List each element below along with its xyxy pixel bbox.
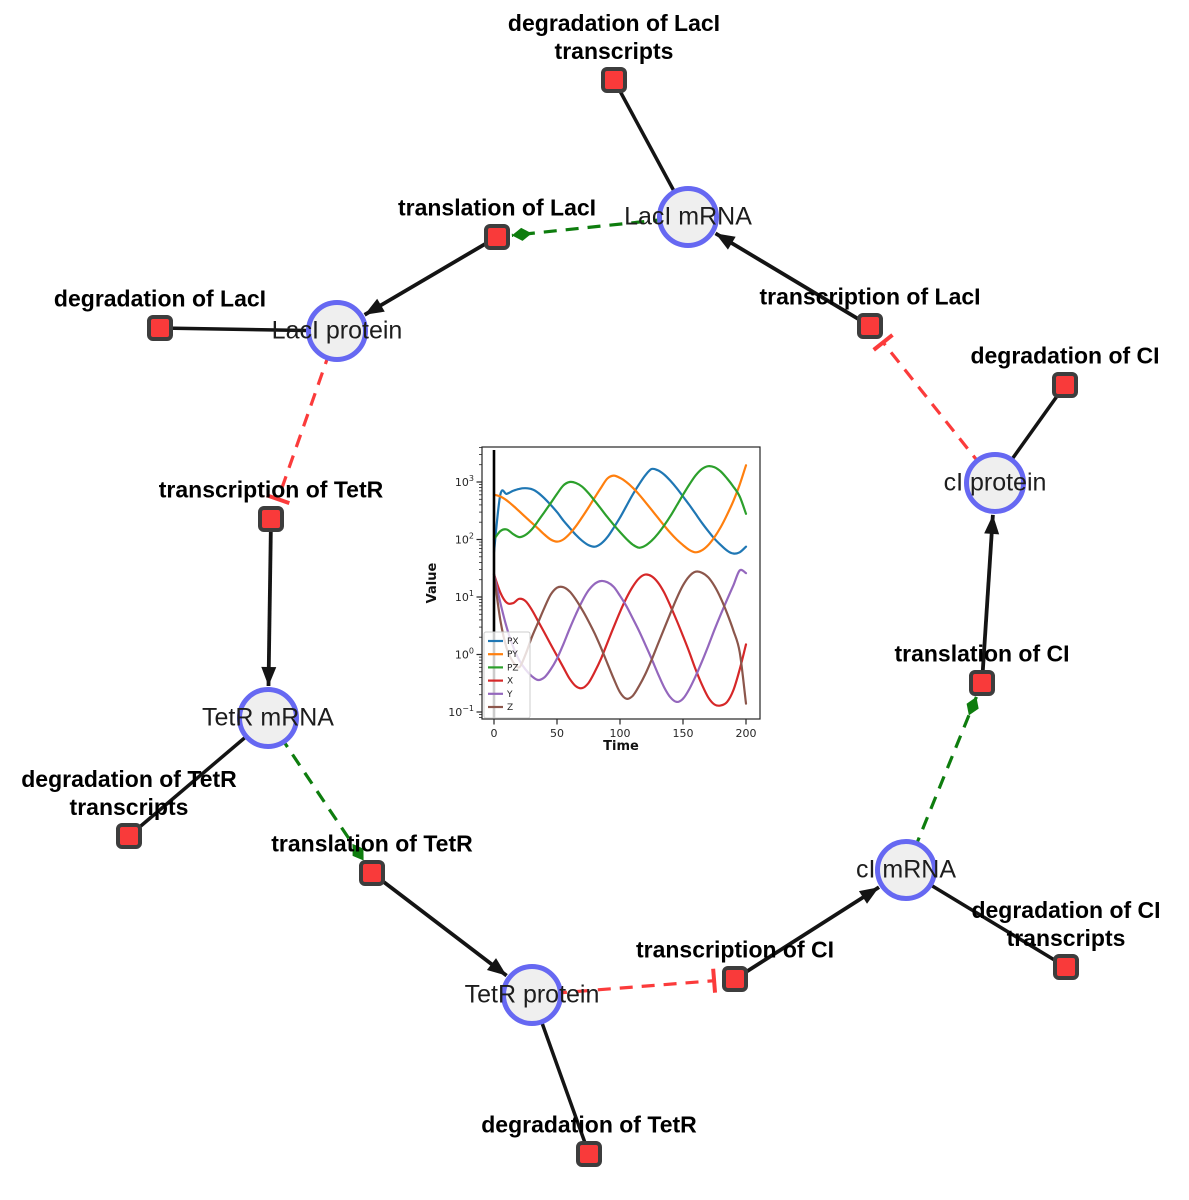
series-PY-line [492, 464, 748, 554]
reaction-label-degradation-tetr: degradation of TetR [481, 1111, 697, 1139]
reaction-label-line: transcription of TetR [158, 476, 384, 503]
reaction-node-translation-tetr [359, 860, 385, 886]
reaction-node-degradation-ci [1052, 372, 1078, 398]
reaction-node-degradation-tetr-transcripts [116, 823, 142, 849]
reaction-label-line: translation of TetR [271, 830, 473, 857]
reaction-node-degradation-laci-transcripts [601, 67, 627, 93]
reaction-label-translation-tetr: translation of TetR [271, 830, 472, 858]
reaction-label-line: degradation of CI [971, 896, 1161, 923]
legend-label-PX: PX [507, 637, 519, 647]
species-label-ci-mrna: cI mRNA [856, 855, 956, 884]
reaction-label-degradation-ci: degradation of CI [970, 342, 1159, 370]
axes-box [481, 446, 761, 720]
species-node-ci-protein [964, 452, 1026, 514]
species-node-laci-mrna [657, 186, 719, 248]
reaction-label-transcription-laci: transcription of LacI [759, 283, 980, 311]
reaction-label-transcription-tetr: transcription of TetR [159, 476, 383, 504]
reaction-label-line: degradation of TetR [481, 1111, 697, 1138]
edge-transcription-tetr-to-tetr-mrna [261, 518, 277, 687]
reaction-label-line: degradation of LacI [53, 285, 267, 312]
svg-text:100: 100 [610, 727, 631, 740]
series-PZ-line [492, 465, 748, 549]
reaction-node-transcription-tetr [258, 506, 284, 532]
y-axis-label: Value [425, 562, 440, 603]
edge-translation-tetr-to-tetr-protein [370, 871, 508, 978]
reaction-label-line: transcripts [554, 37, 674, 64]
reaction-label-line: transcripts [69, 793, 189, 820]
edge-transcription-ci-to-ci-mrna [733, 885, 881, 981]
legend-label-PZ: PZ [507, 663, 519, 673]
reaction-label-degradation-tetr-transcripts: degradation of TetR transcripts [21, 766, 237, 821]
reaction-label-line: transcription of LacI [759, 283, 981, 310]
reaction-label-transcription-ci: transcription of CI [636, 936, 834, 964]
edge-transcription-laci-to-laci-mrna [714, 231, 871, 328]
species-label-tetr-mrna: TetR mRNA [202, 703, 334, 732]
x-axis-label: Time [603, 739, 639, 754]
legend-label-X: X [507, 677, 513, 687]
series-Z-line [492, 570, 748, 705]
species-label-laci-protein: LacI protein [271, 316, 403, 345]
chart-background [425, 437, 770, 767]
legend-label-Y: Y [506, 690, 513, 700]
center-chart: 10−1 100 101 102 103 0 50 100 150 200 PX PY PZ X Y Z Tim… [425, 437, 770, 767]
species-node-ci-mrna [875, 839, 937, 901]
reaction-label-translation-laci: translation of LacI [398, 194, 596, 222]
species-node-tetr-mrna [237, 687, 299, 749]
reaction-node-translation-laci [484, 224, 510, 250]
species-node-laci-protein [306, 300, 368, 362]
x-axis-ticks: 0 50 100 150 200 [491, 719, 757, 740]
reaction-node-transcription-laci [857, 313, 883, 339]
species-label-ci-protein: cI protein [943, 468, 1047, 497]
legend-label-Z: Z [507, 703, 513, 713]
series-PX-line [492, 467, 748, 555]
svg-text:200: 200 [736, 727, 757, 740]
chart-legend: PX PY PZ XYZ [483, 631, 531, 719]
svg-text:50: 50 [550, 727, 564, 740]
reaction-label-degradation-laci-transcripts: degradation of LacI transcripts [508, 10, 720, 65]
edge-ci-mrna-to-degradation-ci-transcripts [905, 868, 1067, 969]
reaction-label-degradation-ci-transcripts: degradation of CI transcripts [971, 897, 1160, 952]
reaction-node-degradation-laci [147, 315, 173, 341]
svg-text:0: 0 [491, 727, 498, 740]
reaction-node-degradation-ci-transcripts [1053, 954, 1079, 980]
reaction-label-degradation-laci: degradation of LacI [54, 285, 266, 313]
edge-translation-laci-to-laci-protein [363, 235, 498, 317]
series-X-line [492, 573, 748, 707]
reaction-label-line: degradation of CI [970, 342, 1160, 369]
reaction-label-line: translation of CI [894, 640, 1070, 667]
reaction-node-degradation-tetr [576, 1141, 602, 1167]
svg-text:150: 150 [673, 727, 694, 740]
reaction-node-transcription-ci [722, 966, 748, 992]
reaction-label-line: transcription of CI [635, 936, 835, 963]
species-label-laci-mrna: LacI mRNA [624, 202, 752, 231]
reaction-node-translation-ci [969, 670, 995, 696]
reaction-label-line: transcripts [1006, 924, 1126, 951]
reaction-label-line: degradation of TetR [21, 765, 237, 792]
species-label-tetr-protein: TetR protein [464, 980, 600, 1009]
species-node-tetr-protein [501, 964, 563, 1026]
series-Y-line [492, 568, 748, 704]
reaction-label-line: translation of LacI [397, 194, 597, 221]
edge-translation-ci-to-ci-protein [980, 514, 1000, 684]
reaction-label-translation-ci: translation of CI [894, 640, 1069, 668]
legend-label-PY: PY [507, 650, 518, 660]
reaction-label-line: degradation of LacI [507, 9, 721, 36]
